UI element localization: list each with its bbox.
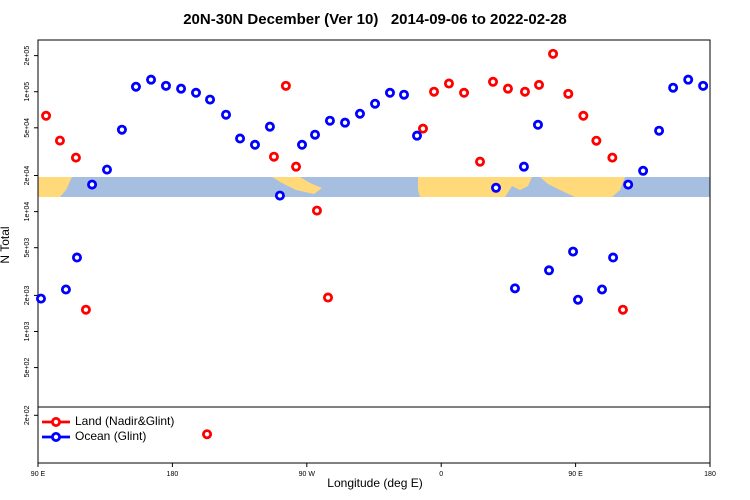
y-tick-label: 2e+05 bbox=[24, 46, 31, 66]
y-tick-label: 2e+03 bbox=[24, 285, 31, 305]
point bbox=[617, 304, 628, 315]
point bbox=[274, 190, 285, 201]
point bbox=[563, 88, 574, 99]
point bbox=[654, 125, 665, 136]
point bbox=[264, 121, 275, 132]
point bbox=[311, 205, 322, 216]
point bbox=[249, 139, 260, 150]
x-tick-label: 90 W bbox=[299, 471, 316, 478]
point bbox=[87, 179, 98, 190]
point bbox=[297, 139, 308, 150]
point bbox=[384, 87, 395, 98]
x-tick-label: 180 bbox=[704, 471, 716, 478]
y-tick-label: 5e+04 bbox=[24, 118, 31, 138]
legend-label: Land (Nadir&Glint) bbox=[75, 414, 174, 428]
point bbox=[668, 82, 679, 93]
point bbox=[235, 133, 246, 144]
point bbox=[698, 80, 709, 91]
point bbox=[268, 151, 279, 162]
point bbox=[578, 110, 589, 121]
point bbox=[354, 108, 365, 119]
point bbox=[607, 152, 618, 163]
map-strip bbox=[38, 177, 710, 197]
point bbox=[597, 284, 608, 295]
point bbox=[323, 292, 334, 303]
point bbox=[324, 115, 335, 126]
point bbox=[116, 124, 127, 135]
y-tick-label: 2e+02 bbox=[24, 405, 31, 425]
plot-frame bbox=[37, 39, 711, 464]
point bbox=[544, 265, 555, 276]
point bbox=[417, 123, 428, 134]
point bbox=[176, 83, 187, 94]
legend-marker bbox=[51, 416, 62, 427]
point bbox=[568, 246, 579, 257]
point bbox=[190, 87, 201, 98]
point bbox=[291, 161, 302, 172]
point bbox=[548, 48, 559, 59]
point bbox=[638, 165, 649, 176]
y-axis-label: N Total bbox=[0, 226, 12, 263]
point bbox=[41, 110, 52, 121]
y-tick-label: 5e+02 bbox=[24, 358, 31, 378]
x-tick-label: 90 E bbox=[568, 471, 583, 478]
point bbox=[608, 252, 619, 263]
point bbox=[202, 429, 213, 440]
y-tick-label: 1e+05 bbox=[24, 82, 31, 102]
point bbox=[683, 74, 694, 85]
point bbox=[399, 89, 410, 100]
point bbox=[509, 283, 520, 294]
point bbox=[35, 293, 46, 304]
point bbox=[491, 182, 502, 193]
point bbox=[412, 130, 423, 141]
point bbox=[534, 79, 545, 90]
x-tick-label: 180 bbox=[167, 471, 179, 478]
point bbox=[370, 98, 381, 109]
chart-title: 20N-30N December (Ver 10) 2014-09-06 to … bbox=[183, 11, 567, 28]
x-tick-label: 90 E bbox=[31, 471, 46, 478]
y-tick-label: 1e+04 bbox=[24, 202, 31, 222]
point bbox=[310, 129, 321, 140]
point bbox=[623, 179, 634, 190]
point bbox=[502, 83, 513, 94]
y-tick-label: 2e+04 bbox=[24, 166, 31, 186]
legend-label: Ocean (Glint) bbox=[75, 429, 146, 443]
point bbox=[340, 117, 351, 128]
point bbox=[519, 86, 530, 97]
point bbox=[532, 119, 543, 130]
point bbox=[518, 161, 529, 172]
y-tick-label: 5e+03 bbox=[24, 238, 31, 258]
point bbox=[205, 94, 216, 105]
point bbox=[591, 135, 602, 146]
point bbox=[459, 87, 470, 98]
x-axis-label: Longitude (deg E) bbox=[327, 476, 422, 490]
x-tick-label: 0 bbox=[439, 471, 443, 478]
point bbox=[146, 74, 157, 85]
point bbox=[475, 156, 486, 167]
point bbox=[160, 80, 171, 91]
point bbox=[221, 109, 232, 120]
point bbox=[70, 152, 81, 163]
point bbox=[101, 164, 112, 175]
point bbox=[80, 304, 91, 315]
point bbox=[60, 284, 71, 295]
legend-marker bbox=[51, 431, 62, 442]
point bbox=[572, 294, 583, 305]
point bbox=[488, 76, 499, 87]
point bbox=[54, 135, 65, 146]
y-tick-label: 1e+03 bbox=[24, 322, 31, 342]
point bbox=[443, 78, 454, 89]
point bbox=[71, 252, 82, 263]
point bbox=[429, 86, 440, 97]
point bbox=[280, 80, 291, 91]
point bbox=[130, 81, 141, 92]
